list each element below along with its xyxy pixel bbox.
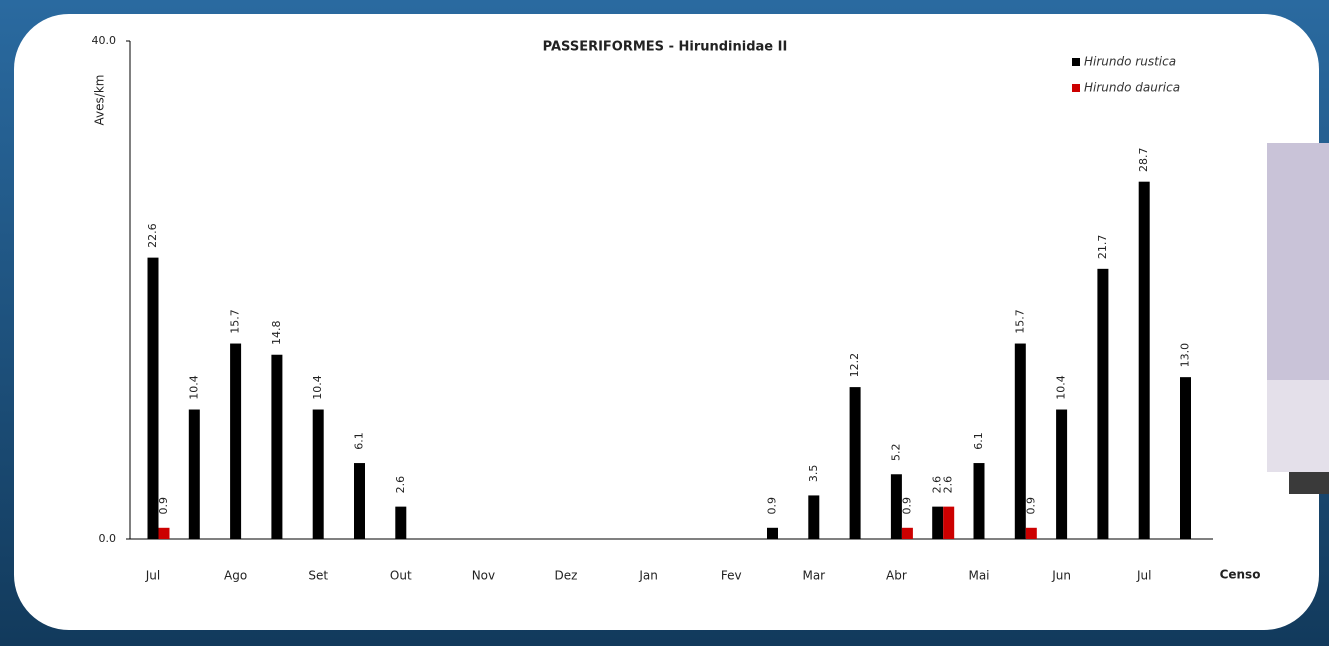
y-tick-label: 0.0: [99, 532, 117, 545]
data-label: 0.9: [1024, 497, 1037, 515]
data-label: 2.6: [931, 476, 944, 494]
bar: [767, 527, 778, 539]
x-tick-label: Jul: [1136, 569, 1151, 583]
y-axis-label: Aves/km: [93, 75, 107, 126]
bar: [849, 387, 861, 539]
data-label: 22.6: [146, 223, 159, 248]
data-label: 21.7: [1096, 235, 1109, 260]
x-tick-label: Mar: [802, 569, 825, 583]
photo-detail: [1267, 380, 1329, 472]
data-label: 2.6: [394, 476, 407, 494]
bar: [271, 354, 283, 539]
bar: [1056, 409, 1068, 539]
x-tick-label: Jul: [145, 569, 160, 583]
data-label: 6.1: [353, 432, 366, 450]
legend-label: Hirundo rustica: [1084, 55, 1176, 69]
bar: [973, 463, 985, 539]
data-label: 6.1: [972, 432, 985, 450]
bar: [901, 527, 913, 539]
data-label: 5.2: [889, 444, 902, 462]
chart-title: PASSERIFORMES - Hirundinidae II: [543, 40, 788, 55]
data-label: 3.5: [807, 465, 820, 483]
data-label: 10.4: [311, 375, 324, 400]
bar: [1180, 377, 1191, 539]
bar: [312, 409, 324, 539]
bar: [158, 527, 170, 539]
x-axis-label: Censo: [1220, 568, 1261, 582]
x-tick-label: Jun: [1051, 569, 1071, 583]
bar: [354, 463, 365, 539]
data-label: 12.2: [848, 353, 861, 378]
data-label: 2.6: [942, 476, 955, 494]
data-label: 14.8: [270, 320, 283, 345]
x-tick-label: Out: [390, 569, 412, 583]
x-tick-label: Jan: [638, 569, 658, 583]
data-label: 15.7: [229, 309, 242, 334]
legend-swatch: [1072, 58, 1080, 66]
x-tick-label: Set: [308, 569, 328, 583]
panel: [14, 14, 1319, 630]
x-tick-label: Ago: [224, 569, 247, 583]
bar: [932, 506, 944, 539]
bar: [890, 474, 902, 539]
x-tick-label: Dez: [555, 569, 578, 583]
bar: [808, 495, 820, 539]
x-tick-label: Fev: [721, 569, 742, 583]
x-tick-label: Mai: [968, 569, 989, 583]
x-tick-label: Abr: [886, 569, 907, 583]
bar: [1138, 181, 1150, 539]
bar: [943, 506, 955, 539]
bar: [1097, 268, 1109, 539]
legend-swatch: [1072, 84, 1080, 92]
legend-label: Hirundo daurica: [1084, 81, 1180, 95]
bar: [230, 343, 242, 539]
data-label: 10.4: [187, 375, 200, 400]
data-label: 0.9: [900, 497, 913, 515]
x-tick-label: Nov: [472, 569, 495, 583]
bar: [1025, 527, 1037, 539]
bar: [188, 409, 200, 539]
bar: [147, 257, 159, 539]
bar: [1014, 343, 1026, 539]
data-label: 15.7: [1013, 309, 1026, 334]
data-label: 28.7: [1137, 147, 1150, 172]
data-label: 13.0: [1179, 343, 1192, 368]
data-label: 0.9: [157, 497, 170, 515]
photo-shadow: [1289, 472, 1329, 494]
data-label: 0.9: [766, 497, 779, 515]
data-label: 10.4: [1055, 375, 1068, 400]
y-tick-label: 40.0: [92, 34, 117, 47]
bar: [395, 506, 407, 539]
